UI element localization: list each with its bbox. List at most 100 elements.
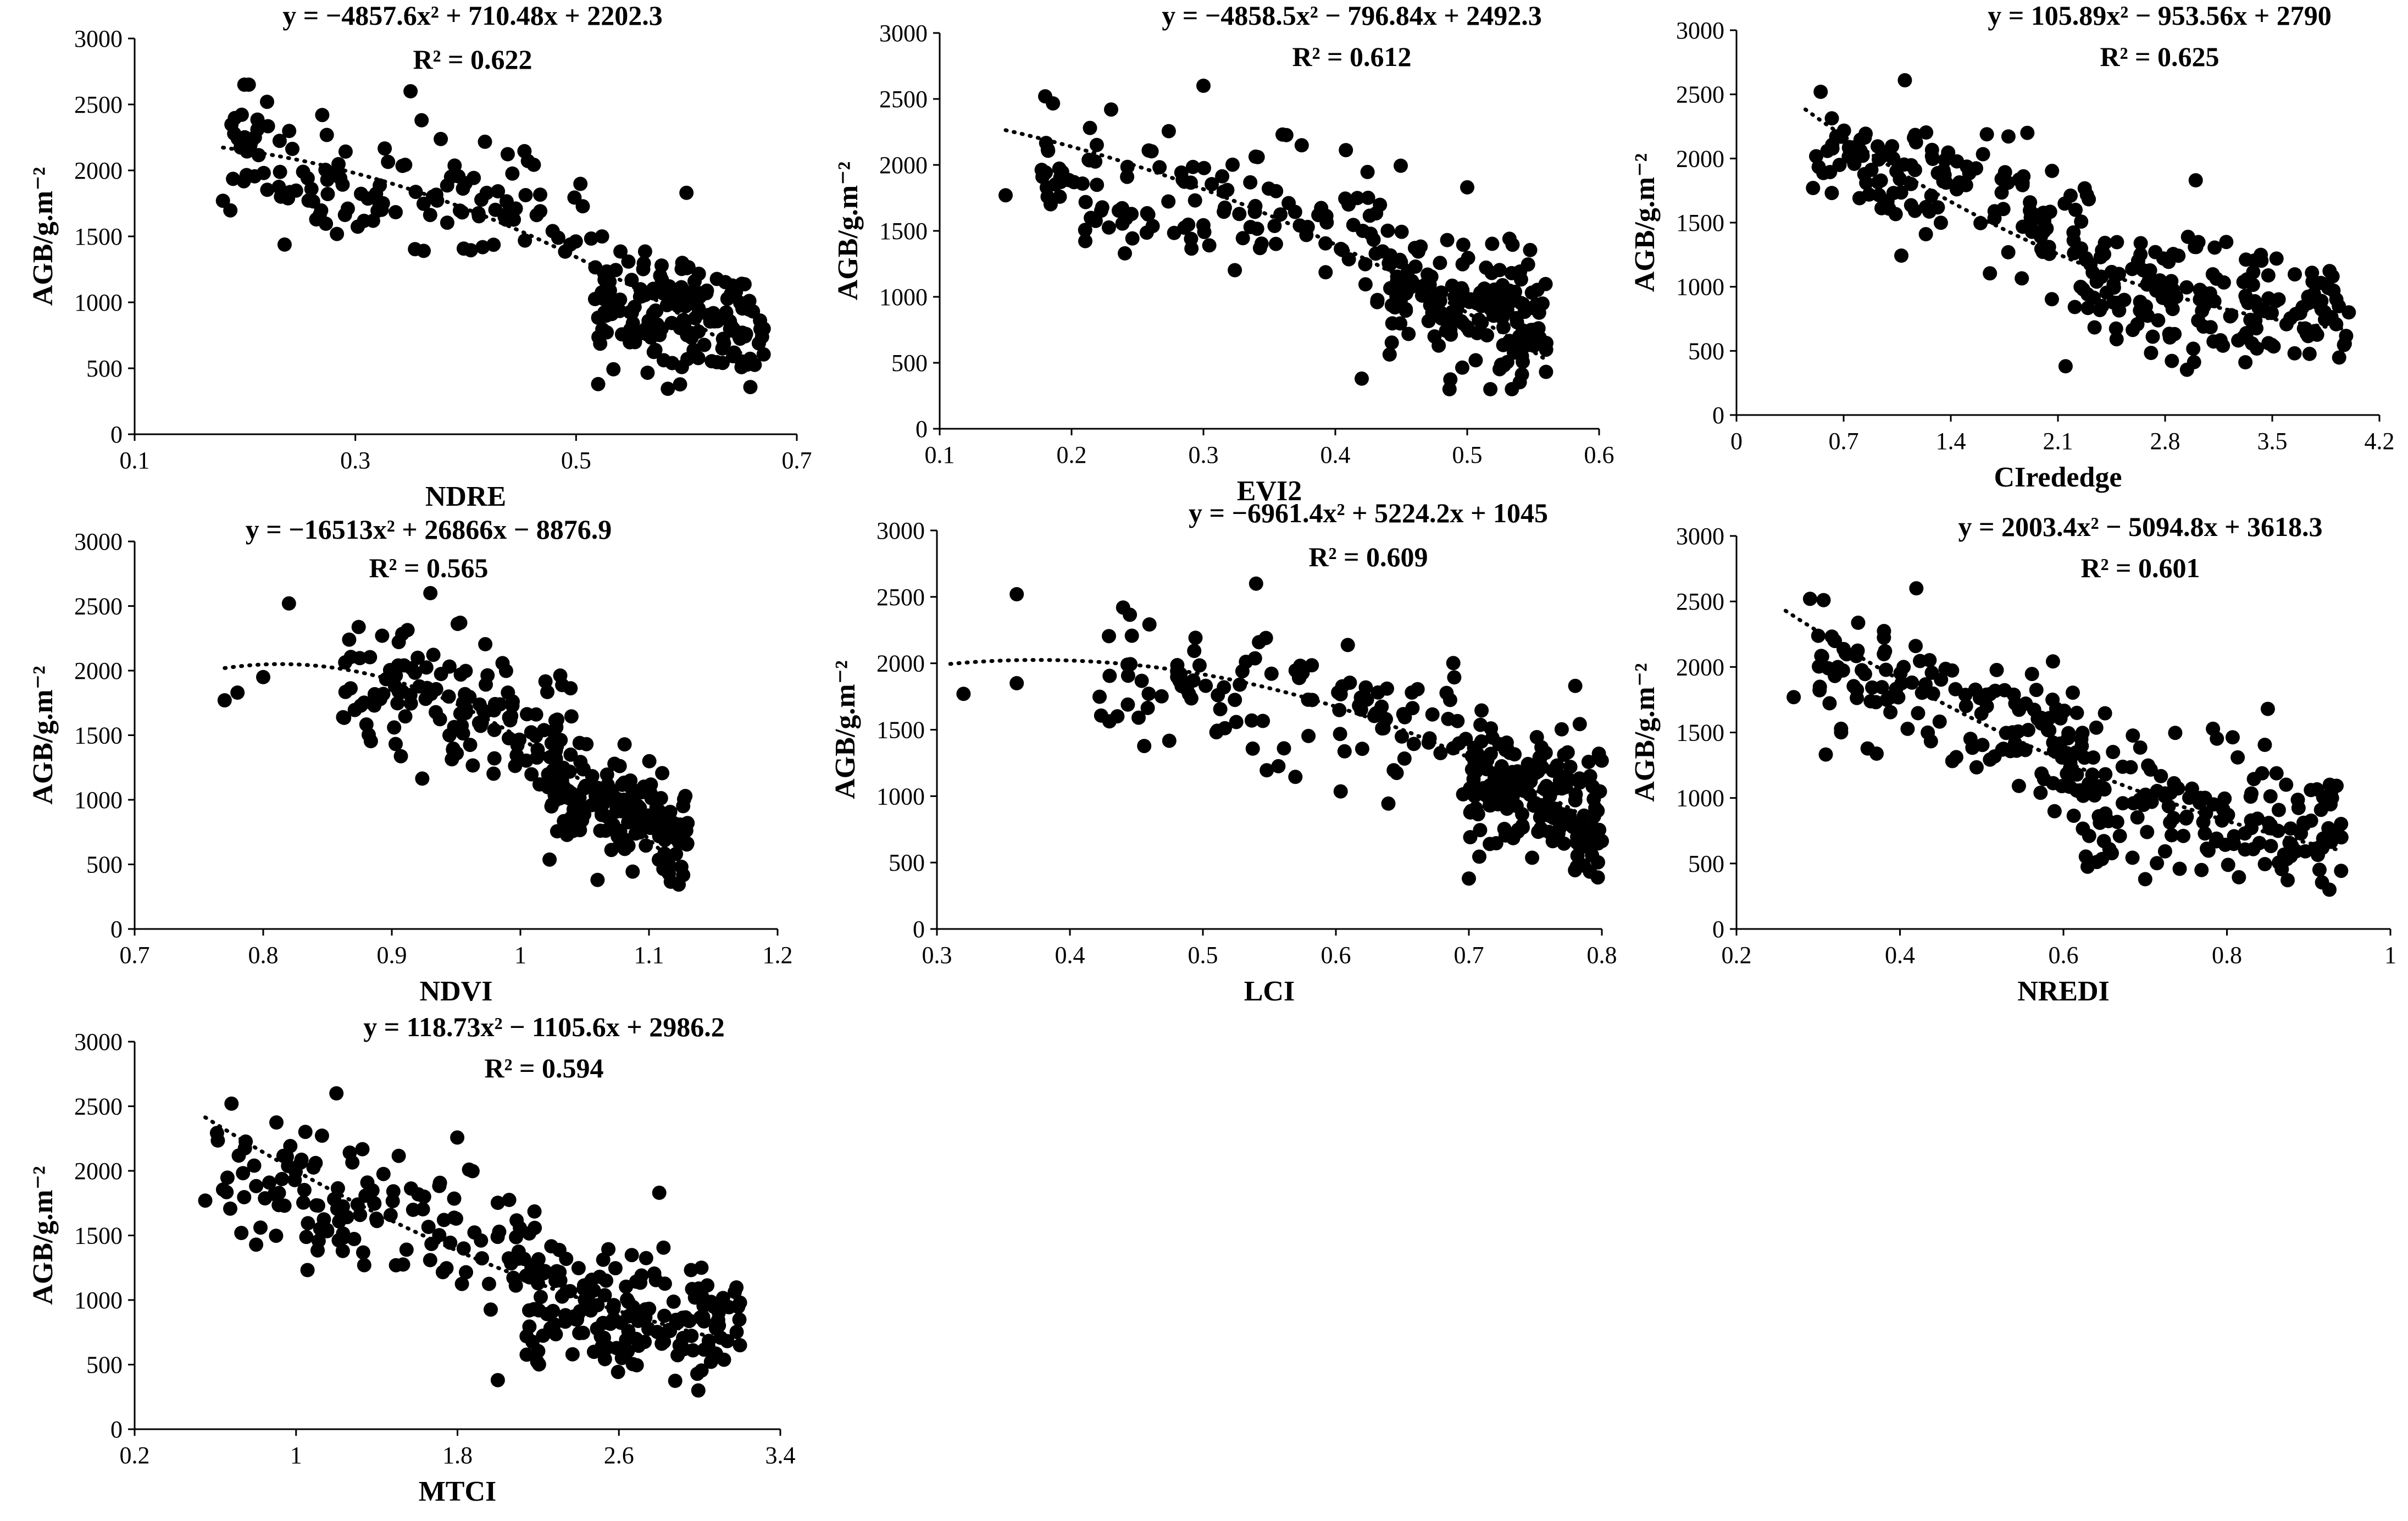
data-point: [2011, 778, 2026, 793]
data-point: [2138, 872, 2152, 887]
x-tick-label: 0.3: [922, 942, 952, 969]
trend-line: [1803, 107, 2343, 330]
data-point: [2279, 777, 2294, 792]
data-point: [1572, 771, 1587, 786]
data-point: [1591, 836, 1606, 851]
data-point: [505, 166, 520, 181]
x-tick-label: 0.5: [561, 447, 591, 474]
data-point: [1184, 691, 1199, 706]
data-point: [1877, 624, 1891, 638]
data-point: [1252, 635, 1267, 650]
data-point: [548, 1327, 563, 1342]
data-point: [2329, 778, 2344, 793]
data-point: [1095, 200, 1109, 215]
data-point: [453, 667, 468, 682]
data-point: [237, 1190, 252, 1204]
data-point: [2261, 268, 2276, 283]
data-point: [2188, 173, 2203, 187]
data-point: [565, 818, 580, 833]
data-point: [408, 665, 423, 680]
data-point: [365, 1183, 380, 1198]
y-axis-label: AGB/g.m⁻²: [1629, 663, 1661, 801]
y-tick-label: 3000: [74, 528, 123, 555]
chart-panel-mtci: 0 500 1000 1500 2000 2500 3000 0.2 1 1.8 2.6 3.4 MTC…: [27, 1011, 796, 1507]
data-point: [1358, 277, 1373, 292]
data-point: [432, 1175, 447, 1190]
data-point: [505, 698, 520, 713]
data-point: [1268, 236, 1283, 251]
data-point: [2168, 726, 2183, 740]
data-point: [2313, 275, 2328, 290]
data-point: [1474, 703, 1489, 718]
data-point: [584, 231, 598, 246]
data-point: [500, 147, 515, 162]
data-point: [2143, 263, 2157, 278]
trendline-equation: y = −4857.6x² + 710.48x + 2202.3: [282, 0, 662, 31]
data-point: [1824, 186, 1839, 201]
data-point: [2314, 294, 2329, 308]
data-point: [1983, 266, 1998, 281]
data-point: [1513, 264, 1528, 279]
data-point: [1248, 150, 1263, 164]
data-point: [513, 1221, 528, 1235]
data-point: [2254, 253, 2269, 268]
data-point: [1401, 327, 1416, 341]
y-tick-label: 2500: [74, 91, 123, 118]
data-point: [558, 1308, 573, 1323]
data-point: [487, 751, 502, 766]
data-point: [450, 746, 464, 761]
data-point: [582, 1286, 597, 1301]
data-point: [1170, 670, 1185, 684]
data-point: [224, 1096, 239, 1111]
data-point: [2257, 857, 2272, 871]
data-point: [423, 208, 437, 223]
data-point: [1394, 224, 1409, 239]
data-point: [1115, 201, 1130, 215]
data-point: [1264, 666, 1279, 681]
x-tick-label: 0.8: [1587, 942, 1617, 969]
data-point: [1570, 848, 1585, 863]
data-point: [1979, 127, 1994, 142]
data-point: [2186, 341, 2201, 356]
y-tick-label: 1000: [1676, 785, 1724, 812]
data-point: [389, 1258, 403, 1273]
x-tick-label: 0.4: [1885, 942, 1915, 969]
data-point: [1834, 721, 1849, 736]
data-point: [472, 697, 487, 712]
data-point: [277, 237, 292, 252]
data-point: [1516, 355, 1530, 369]
data-point: [595, 805, 609, 820]
data-point: [1385, 316, 1400, 331]
data-point: [2077, 181, 2092, 196]
data-point: [1397, 751, 1412, 766]
data-point: [590, 872, 605, 887]
data-point: [1938, 153, 1952, 168]
data-point: [1963, 732, 1978, 746]
data-point: [624, 1248, 639, 1263]
data-point: [656, 861, 671, 876]
y-tick-label: 1000: [74, 787, 123, 814]
data-point: [2216, 338, 2231, 353]
data-point: [2191, 313, 2206, 328]
data-point: [2045, 692, 2060, 707]
data-point: [508, 201, 523, 216]
data-point: [320, 187, 335, 201]
data-point: [596, 1252, 611, 1267]
data-point: [283, 1138, 298, 1153]
data-point: [330, 1181, 345, 1196]
data-point: [1034, 163, 1049, 177]
data-point: [2016, 219, 2030, 234]
data-point: [1568, 678, 1583, 693]
data-point: [1370, 292, 1385, 307]
y-tick-label: 3000: [74, 1028, 123, 1055]
data-point: [1355, 742, 1369, 756]
data-point: [1142, 617, 1157, 632]
data-point: [1904, 198, 1918, 213]
data-point: [621, 254, 636, 269]
y-axis-label: AGB/g.m⁻²: [27, 167, 59, 306]
data-point: [1052, 161, 1067, 176]
data-point: [656, 1240, 671, 1255]
data-point: [1857, 667, 1872, 682]
data-point: [679, 185, 694, 200]
data-point: [586, 1345, 601, 1359]
